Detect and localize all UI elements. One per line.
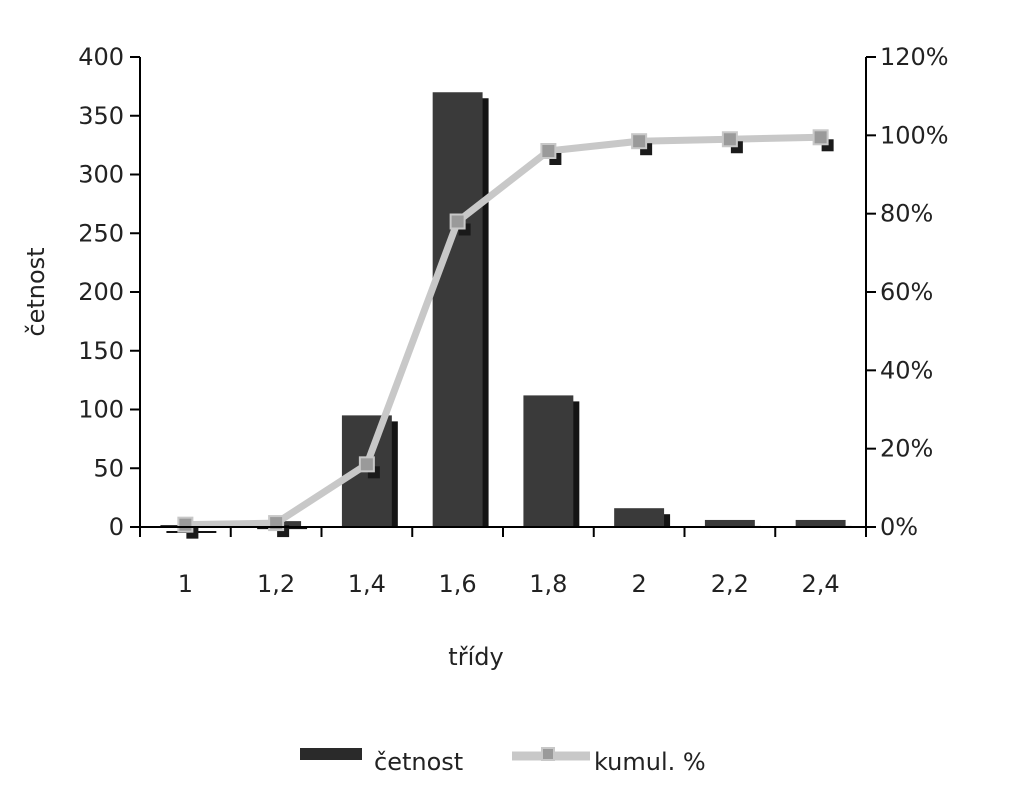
marker-4 — [540, 143, 557, 159]
y-tick-label-left: 100 — [78, 396, 124, 424]
legend-swatch-bar — [300, 748, 362, 760]
marker-6 — [721, 131, 738, 148]
y-tick-label-left: 0 — [109, 513, 124, 541]
bar-3 — [432, 92, 483, 527]
y-tick-label-right: 100% — [880, 121, 949, 149]
x-tick-label: 2 — [631, 570, 646, 598]
marker-0 — [177, 516, 194, 533]
y-tick-label-right: 40% — [880, 356, 933, 384]
y-tick-label-left: 250 — [78, 219, 124, 247]
legend-label-line: kumul. % — [594, 748, 706, 776]
x-tick-label: 1,2 — [257, 570, 295, 598]
y-axis-title: četnost — [22, 247, 50, 336]
y-tick-label-left: 200 — [78, 278, 124, 306]
marker-3 — [449, 213, 466, 230]
cumulative-line — [181, 133, 825, 529]
legend-label-bar: četnost — [374, 748, 463, 776]
x-tick-label: 2,2 — [711, 570, 749, 598]
legend-swatch-marker — [541, 747, 555, 761]
y-tick-label-left: 350 — [78, 102, 124, 130]
axes-layer: 0 50 100 150 200 250 300 350 400 0% 20% 40% 60% 80% 10… — [78, 43, 948, 598]
y-tick-label-right: 0% — [880, 513, 918, 541]
marker-2 — [358, 456, 375, 473]
x-tick-label: 2,4 — [802, 570, 840, 598]
bars-layer — [160, 92, 852, 533]
y-tick-label-left: 300 — [78, 161, 124, 189]
marker-7 — [812, 129, 829, 146]
y-tick-label-left: 400 — [78, 43, 124, 71]
bar-4 — [523, 395, 574, 527]
x-axis-title: třídy — [448, 643, 503, 671]
y-tick-label-left: 50 — [93, 454, 124, 482]
marker-5 — [631, 133, 648, 150]
y-tick-label-right: 120% — [880, 43, 949, 71]
x-tick-label: 1,8 — [529, 570, 567, 598]
x-tick-label: 1 — [178, 570, 193, 598]
legend: četnost kumul. % — [300, 747, 706, 776]
y-tick-label-left: 150 — [78, 337, 124, 365]
bar-7 — [795, 519, 846, 527]
bar-6 — [704, 519, 755, 527]
y-tick-label-right: 80% — [880, 200, 933, 228]
x-tick-label: 1,6 — [439, 570, 477, 598]
x-tick-label: 1,4 — [348, 570, 386, 598]
y-tick-label-right: 20% — [880, 435, 933, 463]
y-tick-label-right: 60% — [880, 278, 933, 306]
bar-5 — [614, 508, 665, 527]
cumulative-line-layer — [177, 129, 834, 539]
